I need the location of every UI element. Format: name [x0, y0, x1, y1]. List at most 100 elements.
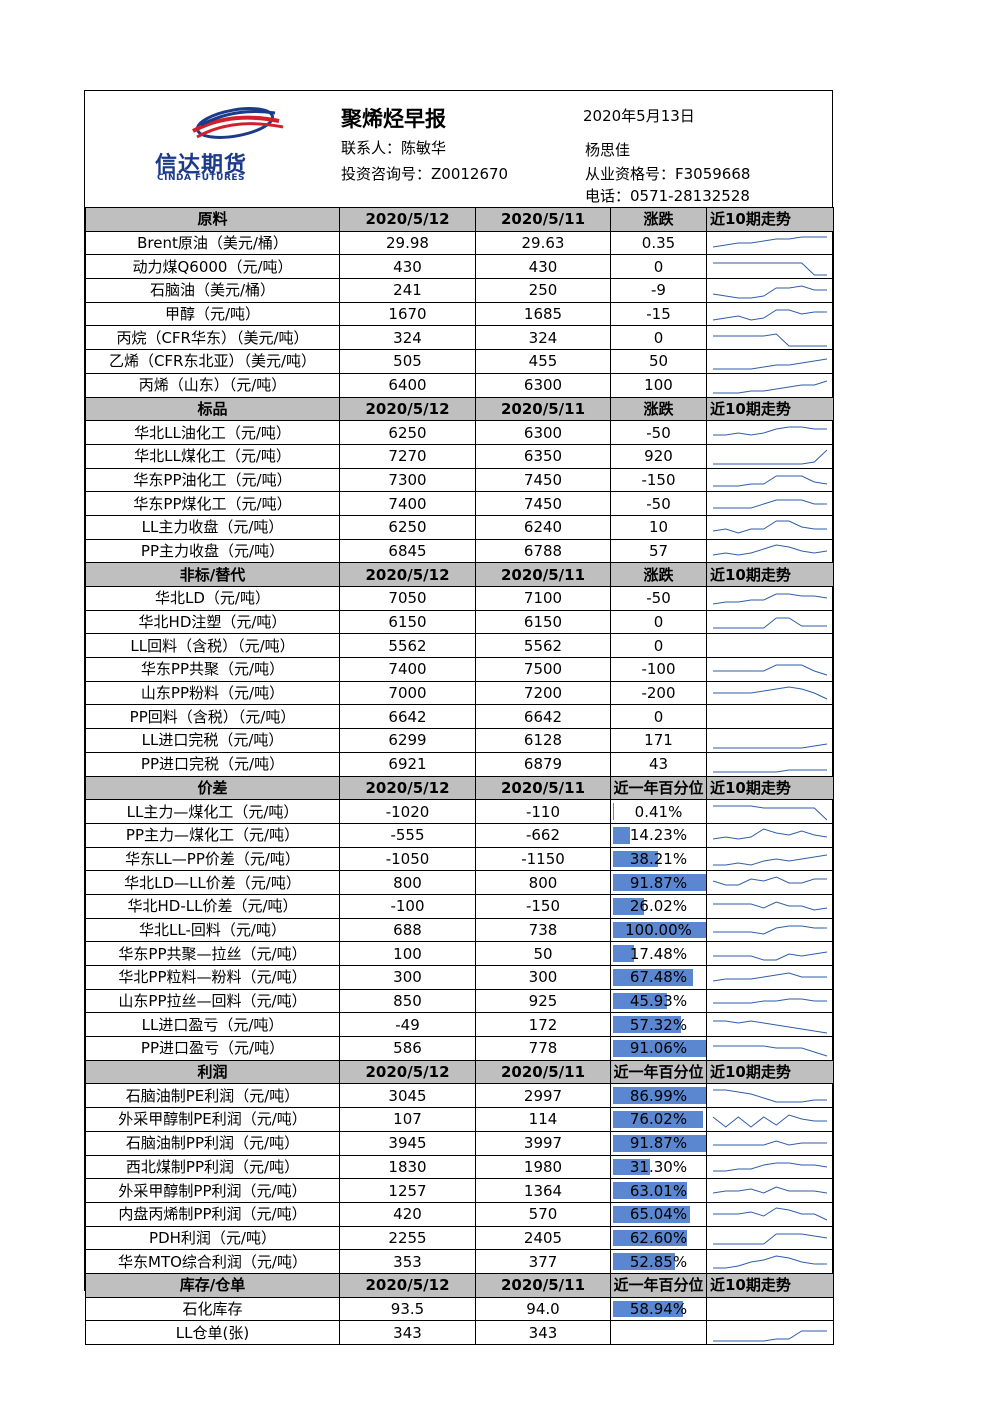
value-today: 5562	[339, 633, 476, 659]
value-today: 586	[339, 1036, 476, 1061]
col-date-2: 2020/5/11	[475, 562, 611, 587]
sparkline-line	[713, 426, 827, 436]
trend-cell	[706, 799, 834, 824]
sparkline	[713, 743, 828, 749]
table-row: 华东PP共聚（元/吨） 7400 7500 -100	[85, 657, 834, 682]
sparkline	[713, 1020, 828, 1034]
trend-cell	[706, 586, 834, 611]
percentile-cell: 76.02%	[610, 1107, 707, 1132]
row-name: PP进口完税（元/吨）	[85, 751, 340, 777]
sparkline-line	[713, 1255, 827, 1269]
trend-cell	[706, 491, 834, 516]
col-date-2: 2020/5/11	[475, 1059, 611, 1085]
row-name: 石脑油制PP利润（元/吨）	[85, 1130, 340, 1156]
value-prev: -1150	[475, 846, 611, 872]
sparkline-line	[713, 998, 827, 1004]
percentile-cell: 0.41%	[610, 799, 707, 824]
table-row: 内盘丙烯制PP利润（元/吨） 420 570 65.04%	[85, 1201, 834, 1227]
table-row: 华东PP油化工（元/吨） 7300 7450 -150	[85, 467, 834, 493]
report-date: 2020年5月13日	[583, 107, 695, 125]
value-prev: 430	[475, 254, 611, 280]
sparkline	[713, 1233, 828, 1245]
percentile-cell: 57.32%	[610, 1012, 707, 1038]
value-today: 7400	[339, 657, 476, 682]
row-name: PP主力—煤化工（元/吨）	[85, 822, 340, 848]
trend-cell	[706, 1296, 834, 1322]
col-trend: 近10期走势	[706, 562, 834, 587]
change-value: -50	[610, 420, 707, 445]
value-today: 7000	[339, 680, 476, 706]
trend-cell	[706, 728, 834, 753]
col-date-1: 2020/5/12	[339, 562, 476, 587]
col-change-or-percentile: 近一年百分位	[610, 1272, 707, 1298]
col-change-or-percentile: 涨跌	[610, 562, 707, 587]
value-today: 6400	[339, 372, 476, 398]
percentile-text: 0.41%	[634, 802, 683, 821]
sparkline-line	[713, 1207, 828, 1221]
percentile-bar	[613, 969, 693, 986]
percentile-bar	[613, 1205, 690, 1223]
trend-cell	[706, 1012, 834, 1038]
percentile-bar	[613, 992, 668, 1010]
value-today: 3045	[339, 1083, 476, 1109]
sparkline-line	[712, 520, 827, 534]
value-today: 7050	[339, 586, 476, 611]
percentile-text: 14.23%	[629, 826, 688, 845]
trend-cell	[706, 1178, 834, 1203]
sparkline	[712, 309, 827, 321]
row-name: 华东PP共聚（元/吨）	[85, 657, 340, 682]
percentile-cell: 100.00%	[610, 917, 707, 943]
row-name: LL回料（含税）（元/吨）	[85, 633, 340, 659]
sparkline	[712, 593, 828, 605]
row-name: LL主力—煤化工（元/吨）	[85, 799, 340, 824]
value-today: 7270	[339, 443, 476, 469]
percentile-bar	[613, 1040, 706, 1057]
percentile-bar	[613, 1300, 683, 1318]
percentile-bar	[613, 1134, 706, 1152]
value-prev: 172	[475, 1012, 611, 1038]
percentile-bar	[613, 1111, 703, 1128]
table-row: PP进口完税（元/吨） 6921 6879 43	[85, 751, 834, 777]
value-prev: 800	[475, 870, 611, 895]
table-row: LL主力收盘（元/吨） 6250 6240 10	[85, 514, 834, 540]
sparkline-line	[713, 854, 828, 866]
trend-cell	[706, 1201, 834, 1227]
sparkline	[713, 1207, 828, 1221]
percentile-bar	[613, 1229, 687, 1247]
contact-person: 联系人：陈敏华	[341, 139, 447, 157]
trend-cell	[706, 870, 834, 895]
value-prev: 455	[475, 349, 611, 374]
percentile-bar	[613, 1182, 688, 1199]
table-row: 石脑油制PP利润（元/吨） 3945 3997 91.87%	[85, 1130, 834, 1156]
trend-cell	[706, 467, 834, 493]
percentile-text: 76.02%	[629, 1110, 688, 1129]
percentile-cell: 38.21%	[610, 846, 707, 872]
sparkline	[713, 380, 828, 394]
value-today: 7400	[339, 491, 476, 516]
sparkline	[712, 236, 827, 248]
percentile-bar	[613, 945, 634, 962]
sparkline	[713, 358, 828, 370]
col-change-or-percentile: 涨跌	[610, 396, 707, 422]
sparkline	[712, 544, 828, 556]
value-prev: 1364	[475, 1178, 611, 1203]
trend-cell	[706, 420, 834, 445]
sparkline-line	[713, 901, 828, 911]
value-today: -1050	[339, 846, 476, 872]
percentile-cell: 63.01%	[610, 1178, 707, 1203]
trend-cell	[706, 1225, 834, 1251]
trend-cell	[706, 443, 834, 469]
sparkline	[713, 1140, 827, 1146]
change-value: 0	[610, 633, 707, 659]
value-today: 420	[339, 1201, 476, 1227]
row-name: 华北HD注塑（元/吨）	[85, 609, 340, 635]
value-prev: -150	[475, 893, 611, 919]
value-prev: 6300	[475, 372, 611, 398]
sparkline-line	[712, 593, 828, 605]
value-prev: 7200	[475, 680, 611, 706]
table-row: 华北LL煤化工（元/吨） 7270 6350 920	[85, 443, 834, 469]
change-value: -9	[610, 278, 707, 303]
table-row: 石脑油（美元/桶） 241 250 -9	[85, 278, 834, 303]
value-prev: 778	[475, 1036, 611, 1061]
sparkline-line	[713, 1330, 827, 1342]
